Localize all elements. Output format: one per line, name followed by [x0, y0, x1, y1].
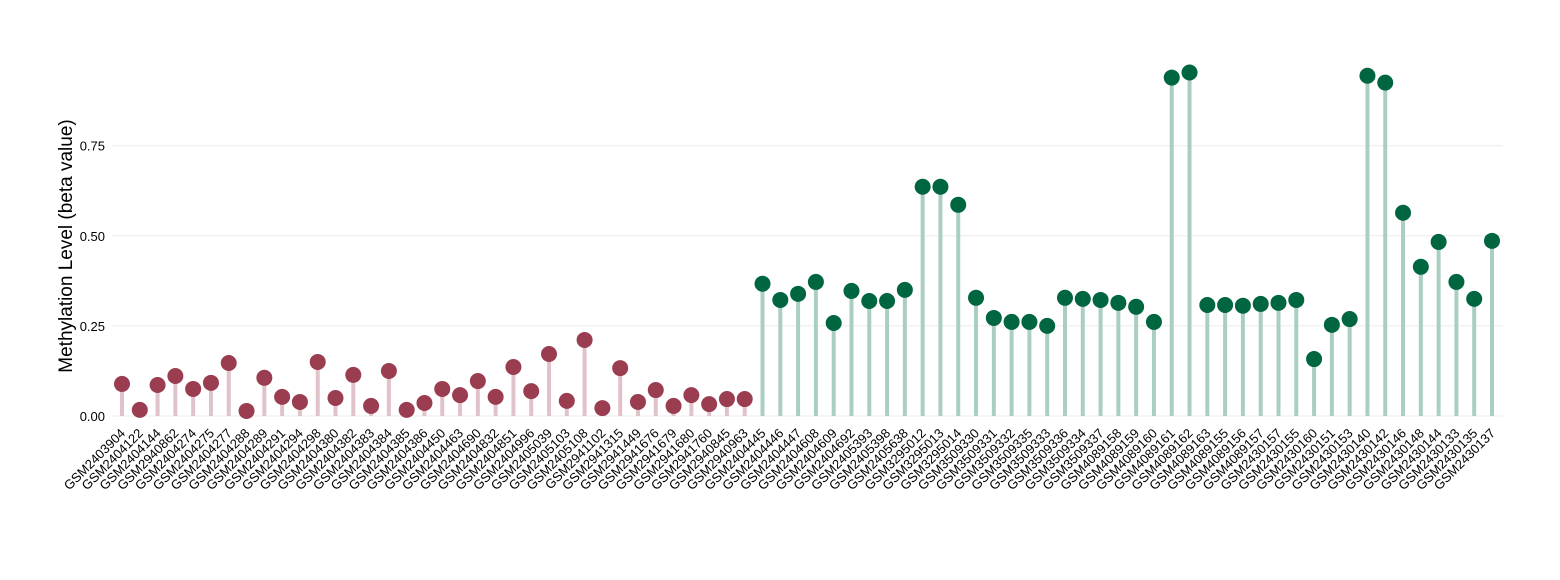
dot — [629, 393, 646, 410]
dot — [256, 369, 273, 386]
y-axis-title: Methylation Level (beta value) — [56, 119, 77, 372]
dot — [1092, 291, 1109, 308]
dot — [505, 358, 522, 375]
dot — [149, 377, 166, 394]
dot — [1163, 69, 1180, 86]
dot — [167, 367, 184, 384]
dot — [1039, 317, 1056, 334]
dot — [718, 391, 735, 408]
dot — [1341, 311, 1358, 328]
dot — [932, 178, 949, 195]
dot — [790, 285, 807, 302]
dot — [1217, 296, 1234, 313]
dot — [1448, 273, 1465, 290]
y-tick-label: 0.00 — [80, 409, 105, 424]
dot — [896, 281, 913, 298]
dot — [861, 293, 878, 310]
dot — [683, 387, 700, 404]
dot — [274, 388, 291, 405]
dot — [1056, 289, 1073, 306]
dot — [825, 315, 842, 332]
dot — [1074, 290, 1091, 307]
dot — [1270, 294, 1287, 311]
dot — [968, 289, 985, 306]
dot — [879, 293, 896, 310]
dot — [1377, 74, 1394, 91]
dot — [843, 282, 860, 299]
dot — [1110, 294, 1127, 311]
dot — [398, 401, 415, 418]
dot — [434, 380, 451, 397]
dot — [541, 346, 558, 363]
dot — [985, 309, 1002, 326]
dot — [523, 383, 540, 400]
dot — [1252, 295, 1269, 312]
dot — [665, 397, 682, 414]
dot — [558, 392, 575, 409]
dot — [416, 395, 433, 412]
dot — [327, 389, 344, 406]
y-tick-label: 0.75 — [80, 139, 105, 154]
dot — [576, 331, 593, 348]
dot — [380, 362, 397, 379]
dot — [1128, 298, 1145, 315]
dot — [309, 353, 326, 370]
dot — [701, 396, 718, 413]
dot — [291, 393, 308, 410]
y-tick-label: 0.50 — [80, 229, 105, 244]
dot — [1359, 67, 1376, 84]
dot — [1412, 258, 1429, 275]
dot — [1288, 291, 1305, 308]
dot — [736, 391, 753, 408]
dot — [914, 178, 931, 195]
dot — [1484, 232, 1500, 249]
dot — [772, 291, 789, 308]
dot — [345, 366, 362, 383]
dot — [1181, 64, 1198, 81]
dot — [950, 196, 967, 213]
dot — [131, 401, 148, 418]
dot — [1145, 313, 1162, 330]
dot — [469, 373, 486, 390]
dot — [754, 275, 771, 292]
dot — [647, 382, 664, 399]
dot — [202, 374, 219, 391]
dot — [1306, 351, 1323, 368]
dot — [1430, 233, 1447, 250]
dot — [594, 400, 611, 417]
dot — [452, 387, 469, 404]
dot — [807, 273, 824, 290]
dot — [612, 360, 629, 377]
dot — [487, 388, 504, 405]
dot — [1323, 316, 1340, 333]
dot — [185, 380, 202, 397]
dot — [363, 397, 380, 414]
dot — [1021, 313, 1038, 330]
dot — [1466, 290, 1483, 307]
dot — [1395, 204, 1412, 221]
dot — [1003, 313, 1020, 330]
y-tick-label: 0.25 — [80, 319, 105, 334]
dot — [114, 375, 130, 392]
dot — [238, 402, 255, 419]
dot — [1199, 296, 1216, 313]
dot — [220, 355, 237, 372]
dot — [1234, 297, 1251, 314]
